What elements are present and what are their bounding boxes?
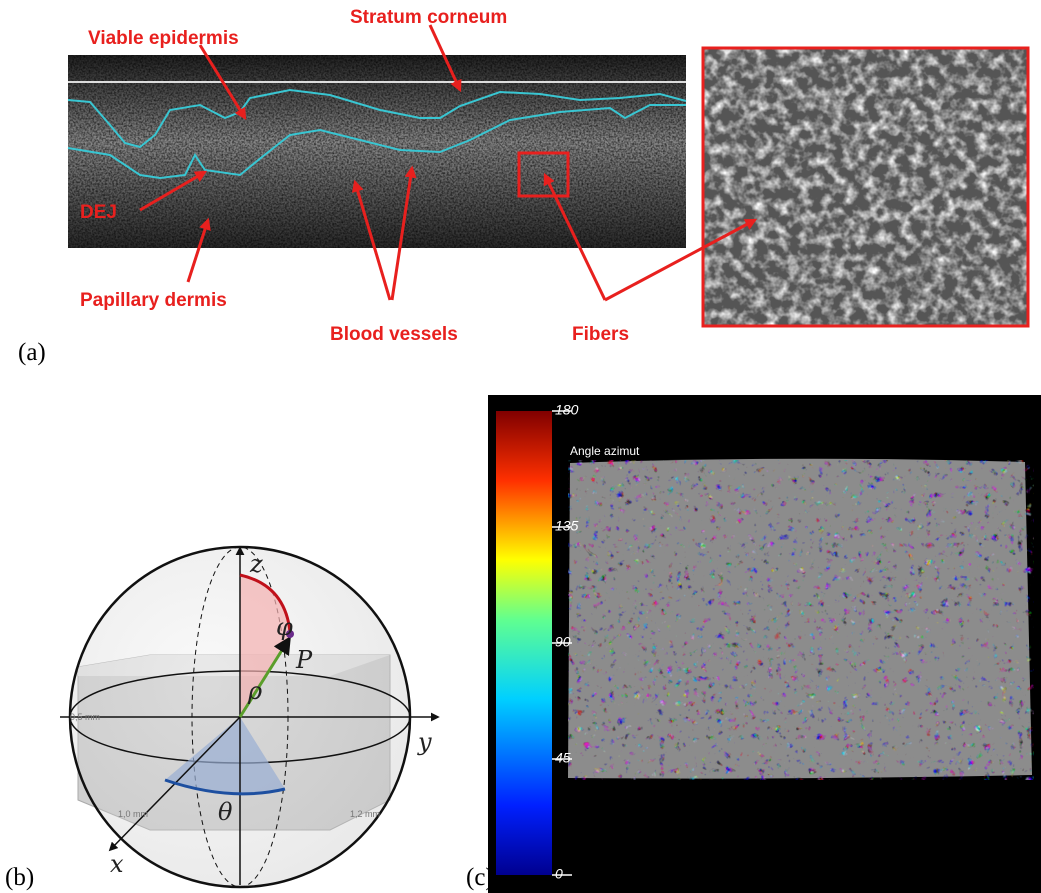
colorbar-tick-label: 180	[555, 402, 579, 418]
dimension: 1,2 mm	[350, 809, 380, 819]
label: Blood vessels	[330, 324, 458, 345]
label: Viable epidermis	[88, 28, 239, 49]
panel-b: z y x φ P ρ θ 0,5 mm 1,0 mm 1,2 mm (b)	[5, 547, 438, 891]
oct-texture	[68, 55, 686, 248]
fiber-network	[568, 460, 1034, 780]
symbol: φ	[276, 613, 293, 641]
colorbar-tick-label: 135	[555, 518, 579, 534]
panel-label: (a)	[18, 339, 46, 366]
colorbar-tick-label: 45	[555, 750, 571, 766]
panel-a: Viable epidermis Stratum corneum DEJ Pap…	[18, 7, 1028, 366]
symbol: ρ	[247, 677, 262, 705]
panel-label: (c)	[466, 864, 494, 891]
map-title: Angle azimut	[570, 444, 640, 458]
dimension: 0,5 mm	[70, 712, 100, 722]
panel-c: Angle azimut (c) 0 45 90 135 180	[466, 395, 1041, 893]
label: Papillary dermis	[80, 290, 227, 311]
axis-label: y	[417, 728, 432, 756]
label: Stratum corneum	[350, 7, 507, 28]
colorbar-tick-label: 90	[555, 634, 571, 650]
panel-label: (b)	[5, 864, 34, 891]
colorbar-tick-label: 0	[555, 866, 563, 882]
dimension: 1,0 mm	[118, 809, 148, 819]
colorbar	[496, 411, 552, 875]
symbol: θ	[218, 798, 233, 826]
symbol: P	[295, 646, 313, 674]
axis-label: z	[249, 550, 263, 578]
zoom-texture	[703, 48, 1028, 326]
label: DEJ	[80, 202, 117, 223]
figure: Viable epidermis Stratum corneum DEJ Pap…	[0, 0, 1041, 893]
label: Fibers	[572, 324, 629, 345]
axis-label: x	[110, 850, 124, 878]
